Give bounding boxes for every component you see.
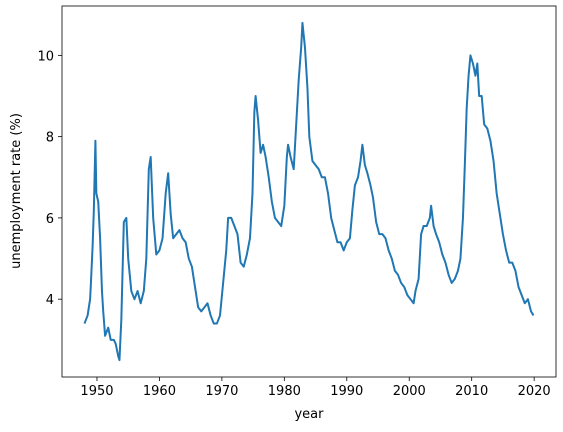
y-axis-label: unemployment rate (%) [9, 113, 24, 269]
y-tick-label: 6 [46, 212, 54, 227]
x-tick-label: 1970 [205, 384, 238, 399]
x-tick-label: 1950 [80, 384, 113, 399]
x-tick-label: 1960 [143, 384, 176, 399]
x-tick-label: 2010 [455, 384, 488, 399]
plot-frame [61, 5, 557, 378]
y-tick-label: 8 [46, 131, 54, 146]
x-tick-label: 2020 [518, 384, 551, 399]
x-tick-label: 2000 [393, 384, 426, 399]
x-tick-label: 1980 [268, 384, 301, 399]
y-tick-label: 4 [46, 293, 54, 308]
x-tick-label: 1990 [330, 384, 363, 399]
x-axis-label: year [294, 407, 324, 422]
line [83, 21, 535, 362]
y-tick-label: 10 [37, 49, 54, 64]
